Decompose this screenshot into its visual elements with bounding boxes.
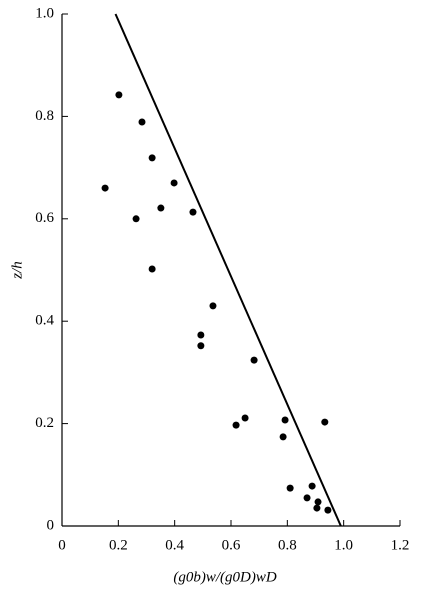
y-tick-label: 0.2	[35, 415, 54, 431]
x-tick-label: 0.6	[222, 537, 241, 553]
data-point	[101, 184, 109, 192]
data-point	[313, 504, 321, 512]
data-point	[281, 416, 289, 424]
data-point	[286, 484, 294, 492]
data-point	[197, 331, 205, 339]
data-point	[241, 414, 249, 422]
data-point	[321, 418, 329, 426]
data-point	[324, 506, 332, 514]
y-tick-label: 0.6	[35, 210, 54, 226]
data-point	[232, 421, 240, 429]
y-tick-label: 0	[47, 517, 55, 533]
x-tick-label: 0.2	[109, 537, 128, 553]
data-point	[308, 482, 316, 490]
data-point	[138, 118, 146, 126]
x-tick-label: 0.4	[165, 537, 184, 553]
data-point	[148, 154, 156, 162]
x-tick-label: 0	[58, 537, 66, 553]
x-tick-label: 1.2	[391, 537, 410, 553]
data-point	[279, 433, 287, 441]
data-point	[209, 302, 217, 310]
x-axis-label: (g0b)w/(g0D)wD	[173, 569, 276, 585]
y-tick-label: 0.4	[35, 313, 54, 329]
y-tick-label: 0.8	[35, 108, 54, 124]
data-point	[148, 265, 156, 273]
y-axis-label: z/h	[9, 261, 25, 280]
data-point	[170, 179, 178, 187]
data-point	[157, 204, 165, 212]
data-point	[250, 356, 258, 364]
data-point	[197, 342, 205, 350]
x-tick-label: 1.0	[334, 537, 353, 553]
x-tick-label: 0.8	[278, 537, 297, 553]
y-tick-label: 1.0	[35, 5, 54, 21]
data-point	[132, 215, 140, 223]
data-point	[303, 494, 311, 502]
data-point	[115, 91, 123, 99]
data-point	[189, 208, 197, 216]
data-point	[314, 498, 322, 506]
fit-line	[114, 13, 342, 527]
